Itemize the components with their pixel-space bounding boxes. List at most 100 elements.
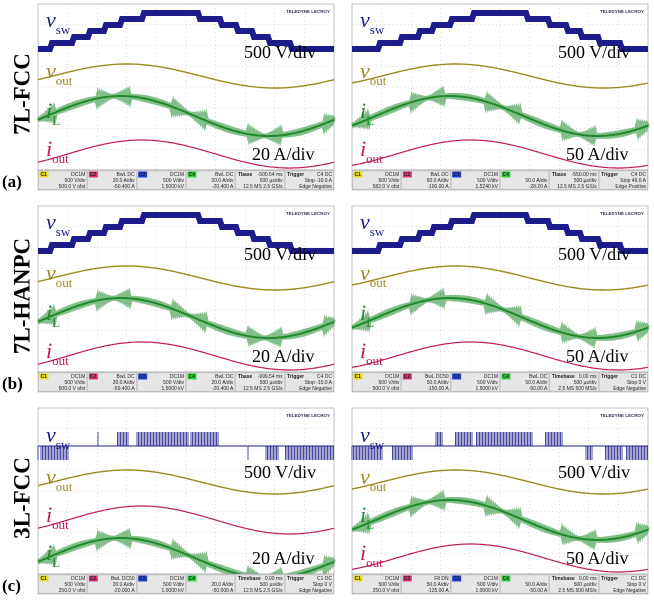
channel-name: C4 xyxy=(189,576,196,582)
signal-subscript: out xyxy=(366,353,383,368)
row-label: 7L-FCC xyxy=(9,53,34,135)
signal-subscript: L xyxy=(366,113,374,128)
channel-name: C4 xyxy=(503,374,510,380)
scope-panel: TELEDYNE LECROYvswvoutiLiout500 V/div50 … xyxy=(352,408,648,594)
signal-symbol: v xyxy=(46,7,56,32)
channel-name: C2 xyxy=(90,374,97,380)
status-text: 1.0000 kV xyxy=(475,588,498,594)
signal-subscript: L xyxy=(52,113,60,128)
signal-subscript: out xyxy=(52,151,69,166)
status-text: Edge Negative xyxy=(299,386,332,392)
status-bar: C1DC1M500 V/div500.0 V ofstC2BwL DC20.0 … xyxy=(38,372,334,392)
channel-name: Tbase xyxy=(238,374,253,380)
status-text: -20.400 A xyxy=(212,184,234,190)
status-text: 250.0 V ofst xyxy=(373,588,400,594)
channel-name: Timebase xyxy=(552,576,575,582)
signal-subscript: L xyxy=(52,555,60,570)
status-text: 500.0 V ofst xyxy=(373,386,400,392)
channel-name: Tbase xyxy=(238,172,253,178)
channel-name: C3 xyxy=(139,172,146,178)
status-text: -50.00 A xyxy=(529,588,548,594)
logo: TELEDYNE LECROY xyxy=(286,9,330,14)
status-text: 582.0 V ofst xyxy=(373,184,400,190)
status-text: Edge Negative xyxy=(613,386,646,392)
signal-symbol: v xyxy=(360,209,370,234)
signal-subscript: out xyxy=(366,151,383,166)
channel-name: C4 xyxy=(189,172,196,178)
channel-name: C1 xyxy=(41,374,48,380)
signal-symbol: v xyxy=(360,7,370,32)
status-text: -20.400 A xyxy=(212,386,234,392)
status-text: -59.400 A xyxy=(113,386,135,392)
channel-name: C3 xyxy=(139,374,146,380)
channel-name: Trigger xyxy=(601,374,618,380)
current-scale: 20 A/div xyxy=(252,144,315,164)
signal-symbol: v xyxy=(46,260,56,285)
signal-symbol: v xyxy=(46,422,56,447)
status-text: 250.0 V ofst xyxy=(59,588,86,594)
channel-name: Trigger xyxy=(601,172,618,178)
status-text: 12.5 MS 2.5 GS/s xyxy=(243,588,283,594)
channel-name: C3 xyxy=(453,374,460,380)
signal-symbol: v xyxy=(360,422,370,447)
voltage-scale: 500 V/div xyxy=(244,244,316,264)
channel-name: C4 xyxy=(189,374,196,380)
logo: TELEDYNE LECROY xyxy=(286,413,330,418)
panel-tag: (b) xyxy=(2,374,23,393)
channel-name: C1 xyxy=(355,576,362,582)
signal-subscript: out xyxy=(370,275,387,290)
channel-name: C4 xyxy=(503,172,510,178)
channel-name: C1 xyxy=(41,576,48,582)
channel-name: C1 xyxy=(355,172,362,178)
signal-symbol: v xyxy=(360,58,370,83)
channel-name: Trigger xyxy=(287,172,304,178)
channel-name: C4 xyxy=(503,576,510,582)
status-text: 500.0 V ofst xyxy=(59,386,86,392)
channel-name: C2 xyxy=(90,576,97,582)
status-text: 1.5000 kV xyxy=(475,386,498,392)
status-text: -28.20 A xyxy=(529,184,548,190)
channel-name: C2 xyxy=(404,576,411,582)
channel-name: Trigger xyxy=(287,374,304,380)
channel-name: C2 xyxy=(404,172,411,178)
signal-subscript: out xyxy=(52,517,69,532)
signal-symbol: v xyxy=(360,260,370,285)
status-text: Edge Negative xyxy=(299,588,332,594)
status-text: 2.5 MS 500 MS/s xyxy=(558,588,597,594)
status-text: Edge Negative xyxy=(299,184,332,190)
logo: TELEDYNE LECROY xyxy=(600,211,644,216)
status-text: -100.00 A xyxy=(427,184,449,190)
signal-symbol: v xyxy=(46,464,56,489)
row-label: 3L-FCC xyxy=(9,457,34,539)
current-scale: 50 A/div xyxy=(566,346,629,366)
logo: TELEDYNE LECROY xyxy=(286,211,330,216)
status-text: 500.0 V ofst xyxy=(59,184,86,190)
status-bar: C1DC1M500 V/div500.0 V ofstC2BwL DC5050.… xyxy=(352,372,648,392)
status-text: -50.400 A xyxy=(113,184,135,190)
status-text: -125.00 A xyxy=(427,588,449,594)
channel-name: C3 xyxy=(453,172,460,178)
panel-tag: (a) xyxy=(2,172,22,191)
scope-panel: TELEDYNE LECROYvswvoutiLiout500 V/div20 … xyxy=(38,4,334,190)
status-text: 1.0000 kV xyxy=(161,588,184,594)
status-bar: C1DC1M500 V/div250.0 V ofstC2BwL DC5020.… xyxy=(38,574,334,594)
scope-panel: TELEDYNE LECROYvswvoutioutiL500 V/div20 … xyxy=(38,408,334,594)
current-scale: 50 A/div xyxy=(566,548,629,568)
channel-name: Timebase xyxy=(552,374,575,380)
signal-subscript: L xyxy=(366,315,374,330)
row-label: 7L-HANPC xyxy=(9,238,34,354)
status-text: 1.5000 kV xyxy=(161,386,184,392)
status-text: 12.5 MS 2.5 GS/s xyxy=(243,184,283,190)
status-text: -150.00 A xyxy=(427,386,449,392)
logo: TELEDYNE LECROY xyxy=(600,9,644,14)
channel-name: Trigger xyxy=(601,576,618,582)
scope-panel: TELEDYNE LECROYvswvoutiLiout500 V/div50 … xyxy=(352,206,648,392)
signal-subscript: out xyxy=(56,73,73,88)
signal-subscript: out xyxy=(366,555,383,570)
channel-name: Timebase xyxy=(238,576,261,582)
scope-panel: TELEDYNE LECROYvswvoutiLiout500 V/div50 … xyxy=(352,4,648,190)
signal-subscript: L xyxy=(366,517,374,532)
status-text: 2.5 MS 500 MS/s xyxy=(558,386,597,392)
status-text: -20.000 A xyxy=(113,588,135,594)
